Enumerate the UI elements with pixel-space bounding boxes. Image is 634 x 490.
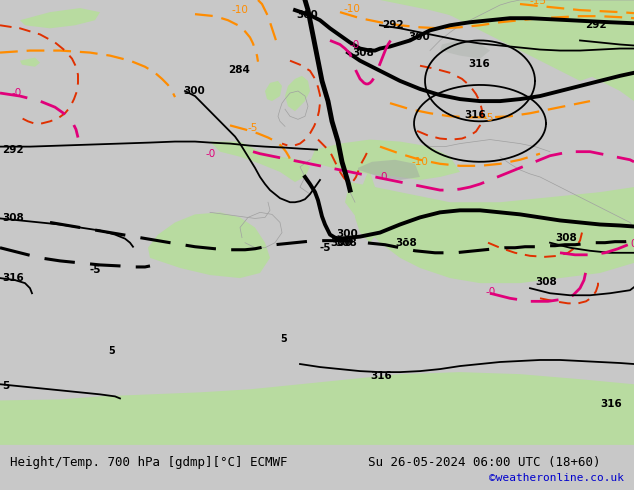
Polygon shape [285,76,310,111]
Text: 308: 308 [352,48,374,58]
Polygon shape [210,142,310,182]
Polygon shape [355,172,382,243]
Text: 316: 316 [468,59,489,69]
Polygon shape [430,0,634,81]
Polygon shape [20,8,100,28]
Text: 300: 300 [183,86,205,96]
Text: 300: 300 [408,32,430,43]
Text: 300: 300 [296,10,318,20]
Text: 284: 284 [228,65,250,75]
Text: -10: -10 [344,4,361,14]
Text: -5: -5 [248,123,259,133]
Text: 308: 308 [535,277,557,287]
Text: 5: 5 [2,381,10,392]
Text: -15: -15 [530,0,547,6]
Polygon shape [265,81,282,101]
Polygon shape [270,0,634,101]
Text: 292: 292 [382,20,404,30]
Text: -5: -5 [90,265,101,275]
Text: 292: 292 [2,145,23,155]
Polygon shape [148,212,270,278]
Text: 0: 0 [630,239,634,249]
Text: -10: -10 [412,157,429,167]
Text: 308: 308 [555,233,577,243]
Text: -10: -10 [260,0,277,2]
Text: 3ō8: 3ō8 [395,238,417,247]
Text: 316: 316 [464,110,486,120]
Text: 5: 5 [280,334,287,344]
Text: -5: -5 [484,113,495,123]
Text: 300: 300 [336,229,358,239]
Text: ©weatheronline.co.uk: ©weatheronline.co.uk [489,473,624,483]
Text: 316: 316 [600,399,622,410]
Text: -0: -0 [485,287,495,297]
Text: 308: 308 [2,214,23,223]
Text: 292: 292 [585,20,607,30]
Polygon shape [345,182,634,283]
Polygon shape [310,140,460,180]
Text: 316: 316 [370,371,392,381]
Text: -0: -0 [350,40,360,49]
Polygon shape [20,58,40,67]
Polygon shape [440,41,490,59]
Text: -10: -10 [232,5,249,15]
Text: -0: -0 [205,149,216,159]
Text: 300: 300 [330,238,352,247]
Text: -5: -5 [320,243,332,253]
Text: 316: 316 [2,273,23,283]
Text: Su 26-05-2024 06:00 UTC (18+60): Su 26-05-2024 06:00 UTC (18+60) [368,457,600,469]
Polygon shape [0,372,634,445]
Text: 3ō8: 3ō8 [335,238,357,247]
Text: -0: -0 [12,88,22,98]
Text: 5: 5 [108,346,115,356]
Polygon shape [358,160,420,180]
Text: Height/Temp. 700 hPa [gdmp][°C] ECMWF: Height/Temp. 700 hPa [gdmp][°C] ECMWF [10,457,287,469]
Text: 0: 0 [380,172,387,182]
